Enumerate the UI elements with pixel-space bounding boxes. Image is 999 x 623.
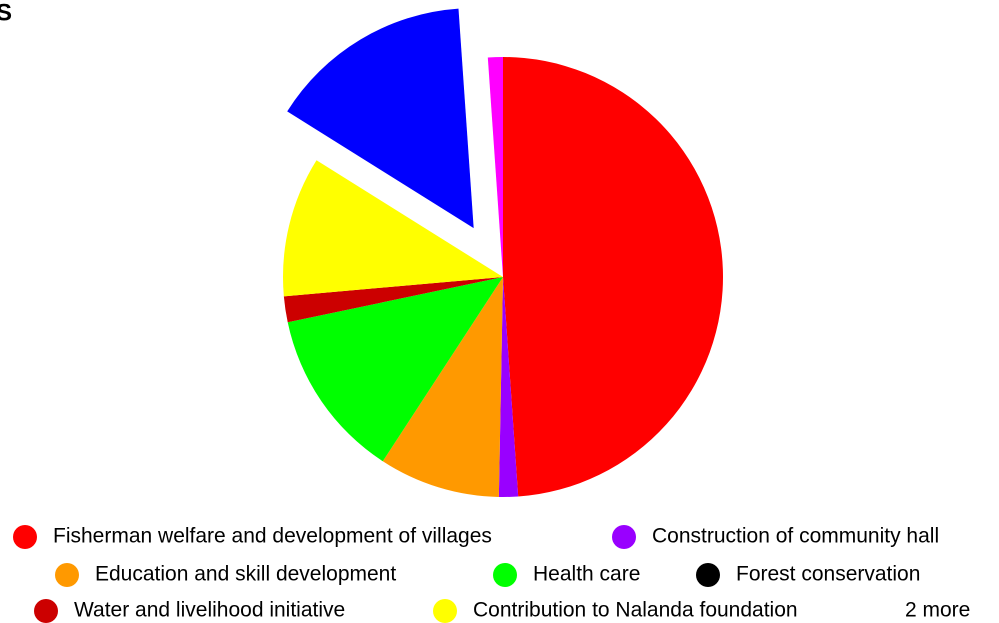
pie-slice (283, 277, 503, 323)
legend-marker (34, 599, 58, 623)
pie-slice (382, 277, 503, 497)
legend-marker (433, 599, 457, 623)
legend-marker (55, 563, 79, 587)
legend-label: Education and skill development (95, 563, 396, 586)
legend-label: Fisherman welfare and development of vil… (53, 525, 492, 548)
pie-slice (287, 8, 474, 229)
pie-slice (503, 57, 723, 497)
legend-label: Construction of community hall (652, 525, 939, 548)
legend-marker (612, 525, 636, 549)
chart-title: S (0, 0, 12, 26)
legend-label: Forest conservation (736, 563, 920, 586)
legend-label: Health care (533, 563, 640, 586)
legend-label: Water and livelihood initiative (74, 599, 345, 622)
legend-marker (13, 525, 37, 549)
pie-slice (287, 277, 503, 462)
legend-marker (493, 563, 517, 587)
legend-label: Contribution to Nalanda foundation (473, 599, 798, 622)
pie-slice (498, 277, 519, 497)
legend-marker (696, 563, 720, 587)
legend-more[interactable]: 2 more (905, 599, 970, 622)
pie-slice (487, 57, 503, 277)
pie-slice (283, 160, 503, 297)
